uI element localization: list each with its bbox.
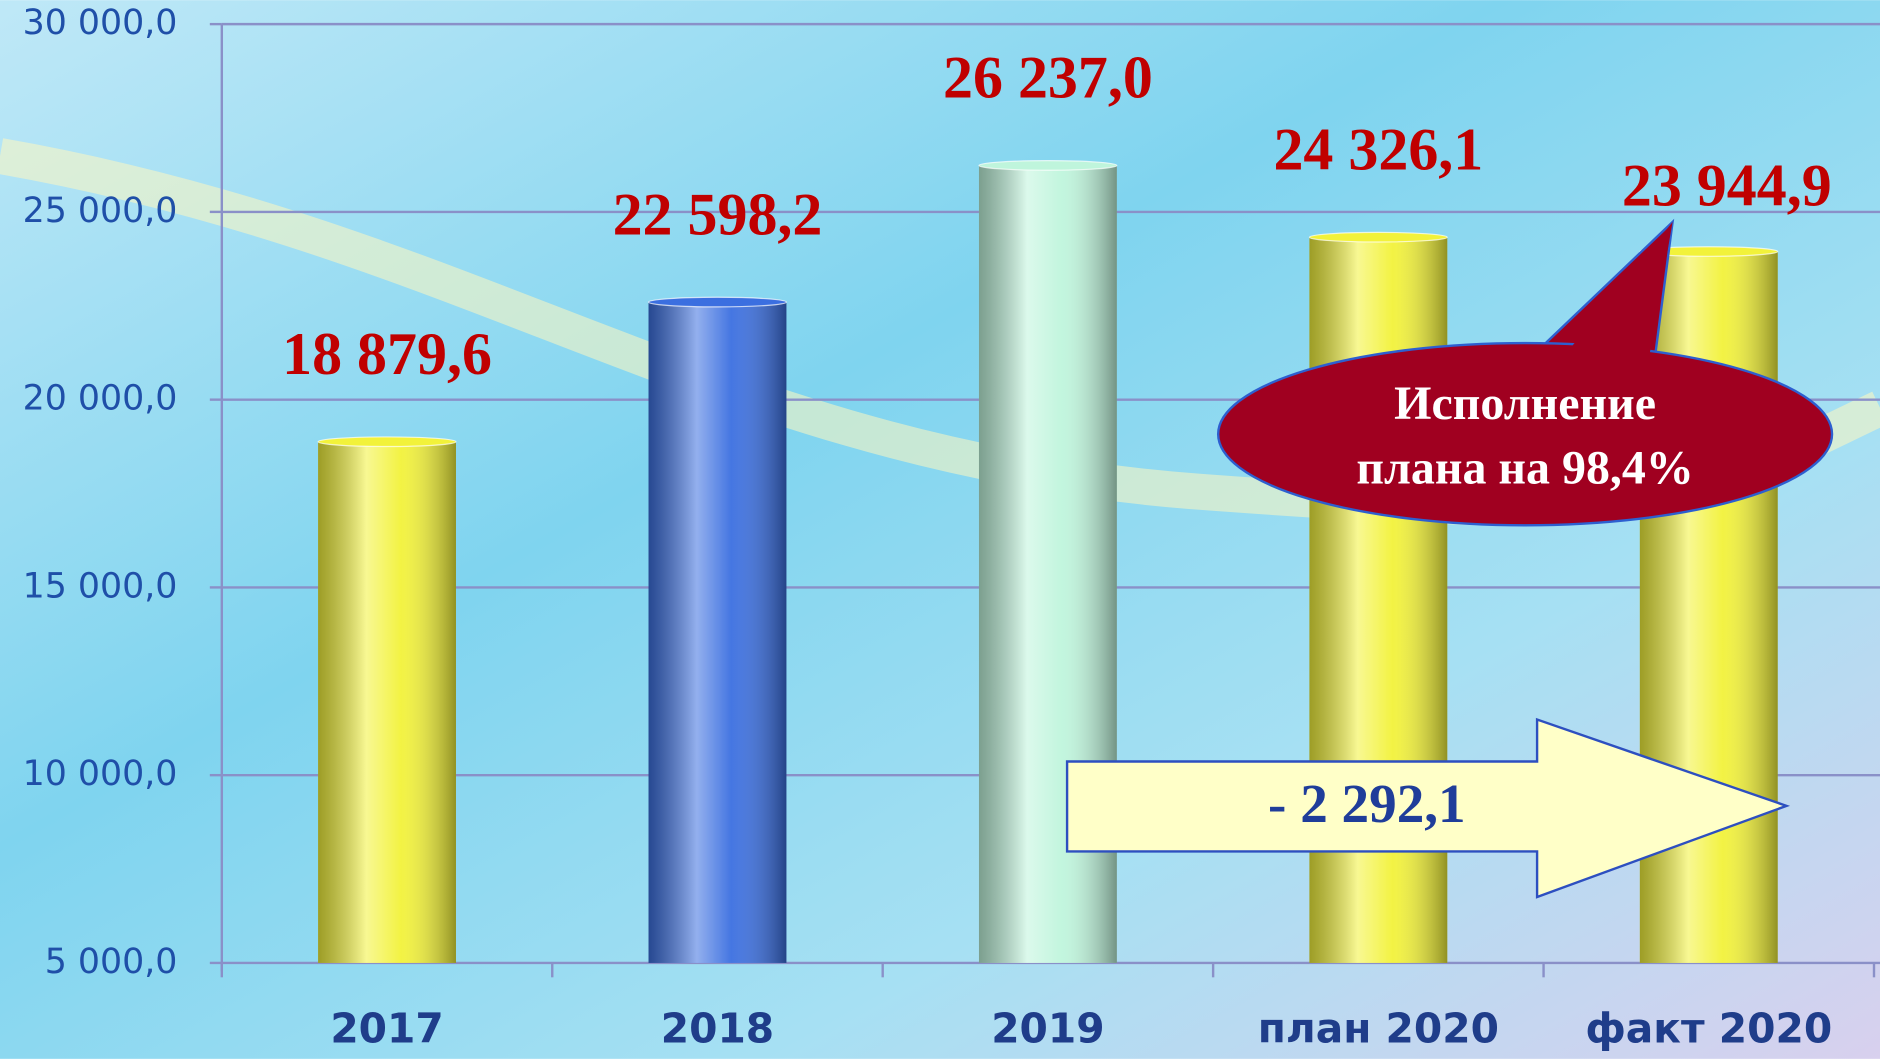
x-tick-label: 2017 [330, 1004, 443, 1052]
y-tick-label: 25 000,0 [23, 191, 178, 231]
value-label: 18 879,6 [282, 321, 492, 387]
callout-text: Исполнение [1394, 377, 1656, 430]
bar-top [317, 436, 457, 448]
arrow-shape [1065, 717, 1791, 899]
callout-bubble [1216, 341, 1834, 527]
bar-top [647, 296, 788, 308]
value-label: 23 944,9 [1622, 152, 1832, 218]
bar-shading [1309, 237, 1448, 963]
x-tick-label: 2019 [991, 1004, 1104, 1052]
value-label: 22 598,2 [613, 181, 823, 247]
x-tick-label: план 2020 [1258, 1004, 1499, 1052]
bar-top [1639, 246, 1779, 257]
value-label: 24 326,1 [1273, 116, 1483, 182]
arrow-text: - 2 292,1 [1268, 773, 1466, 834]
bar-shading [648, 302, 787, 963]
y-tick-label: 10 000,0 [23, 754, 178, 794]
x-tick-label: 2018 [661, 1004, 774, 1052]
x-tick-label: факт 2020 [1585, 1004, 1832, 1052]
bar-top [1308, 231, 1448, 243]
callout-text: плана на 98,4% [1356, 442, 1693, 495]
bar-shading [318, 441, 456, 963]
y-tick-label: 30 000,0 [23, 3, 178, 43]
value-label: 26 237,0 [943, 45, 1153, 111]
y-tick-label: 5 000,0 [45, 942, 178, 982]
y-tick-label: 20 000,0 [23, 379, 178, 419]
bar-top [978, 160, 1118, 171]
annotations: Исполнение плана на 98,4% - 2 292,1 23 9… [1065, 152, 1834, 899]
y-tick-label: 15 000,0 [23, 566, 178, 606]
callout-join [1570, 221, 1673, 360]
